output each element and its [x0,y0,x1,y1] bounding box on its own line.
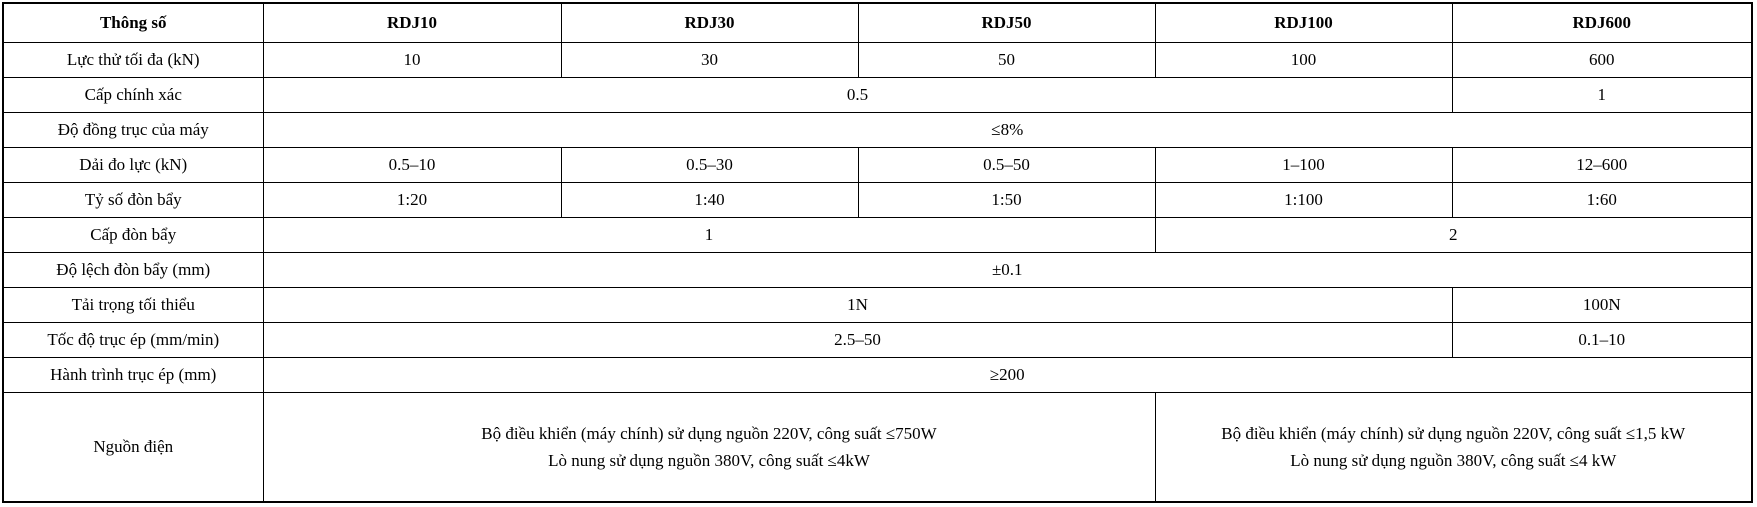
row-label: Độ lệch đòn bẩy (mm) [2,252,264,288]
row-label: Tải trọng tối thiểu [2,287,264,323]
power-supply-cell: Bộ điều khiển (máy chính) sử dụng nguồn … [1154,392,1753,503]
row-label: Nguồn điện [2,392,264,503]
spec-row: Độ lệch đòn bẩy (mm) ±0.1 [2,252,1753,288]
header-cell-parameter: Thông số [2,2,264,43]
header-cell-model: RDJ600 [1451,2,1753,43]
value-cell: 0.5–10 [262,147,562,183]
value-cell: 1:50 [857,182,1156,218]
spec-row: Cấp chính xác 0.5 1 [2,77,1753,113]
spec-row: Hành trình trục ép (mm) ≥200 [2,357,1753,393]
value-cell: ≤8% [262,112,1753,148]
row-label: Tỷ số đòn bẩy [2,182,264,218]
value-cell: 1:100 [1154,182,1453,218]
value-cell: 1:40 [560,182,859,218]
header-cell-model: RDJ50 [857,2,1156,43]
value-cell: ≥200 [262,357,1753,393]
header-row: Thông số RDJ10 RDJ30 RDJ50 RDJ100 RDJ600 [2,2,1753,43]
value-cell: 12–600 [1451,147,1753,183]
value-cell: 1–100 [1154,147,1453,183]
row-label: Lực thử tối đa (kN) [2,42,264,78]
row-label: Hành trình trục ép (mm) [2,357,264,393]
value-cell: 30 [560,42,859,78]
value-cell: 1 [1451,77,1753,113]
value-cell: 600 [1451,42,1753,78]
value-cell: ±0.1 [262,252,1753,288]
row-label: Tốc độ trục ép (mm/min) [2,322,264,358]
value-cell: 0.5 [262,77,1453,113]
spec-row: Lực thử tối đa (kN) 10 30 50 100 600 [2,42,1753,78]
value-cell: 2.5–50 [262,322,1453,358]
value-cell: 100 [1154,42,1453,78]
spec-row: Tải trọng tối thiểu 1N 100N [2,287,1753,323]
value-cell: 50 [857,42,1156,78]
value-cell: 0.5–50 [857,147,1156,183]
power-supply-cell: Bộ điều khiển (máy chính) sử dụng nguồn … [262,392,1156,503]
spec-row: Tốc độ trục ép (mm/min) 2.5–50 0.1–10 [2,322,1753,358]
spec-row: Tỷ số đòn bẩy 1:20 1:40 1:50 1:100 1:60 [2,182,1753,218]
value-cell: 10 [262,42,562,78]
value-cell: 1:60 [1451,182,1753,218]
value-cell: 1 [262,217,1156,253]
spec-row: Nguồn điện Bộ điều khiển (máy chính) sử d… [2,392,1753,503]
header-cell-model: RDJ100 [1154,2,1453,43]
value-cell: 1:20 [262,182,562,218]
power-supply-line: Lò nung sử dụng nguồn 380V, công suất ≤4… [548,451,870,470]
spec-row: Độ đồng trục của máy ≤8% [2,112,1753,148]
power-supply-line: Lò nung sử dụng nguồn 380V, công suất ≤4… [1290,451,1617,470]
power-supply-line: Bộ điều khiển (máy chính) sử dụng nguồn … [481,424,937,443]
power-supply-line: Bộ điều khiển (máy chính) sử dụng nguồn … [1221,424,1686,443]
value-cell: 0.1–10 [1451,322,1753,358]
value-cell: 0.5–30 [560,147,859,183]
value-cell: 2 [1154,217,1753,253]
spec-row: Dải đo lực (kN) 0.5–10 0.5–30 0.5–50 1–100 12… [2,147,1753,183]
header-cell-model: RDJ30 [560,2,859,43]
row-label: Độ đồng trục của máy [2,112,264,148]
spec-row: Cấp đòn bẩy 1 2 [2,217,1753,253]
row-label: Cấp chính xác [2,77,264,113]
value-cell: 100N [1451,287,1753,323]
value-cell: 1N [262,287,1453,323]
header-cell-model: RDJ10 [262,2,562,43]
row-label: Dải đo lực (kN) [2,147,264,183]
row-label: Cấp đòn bẩy [2,217,264,253]
